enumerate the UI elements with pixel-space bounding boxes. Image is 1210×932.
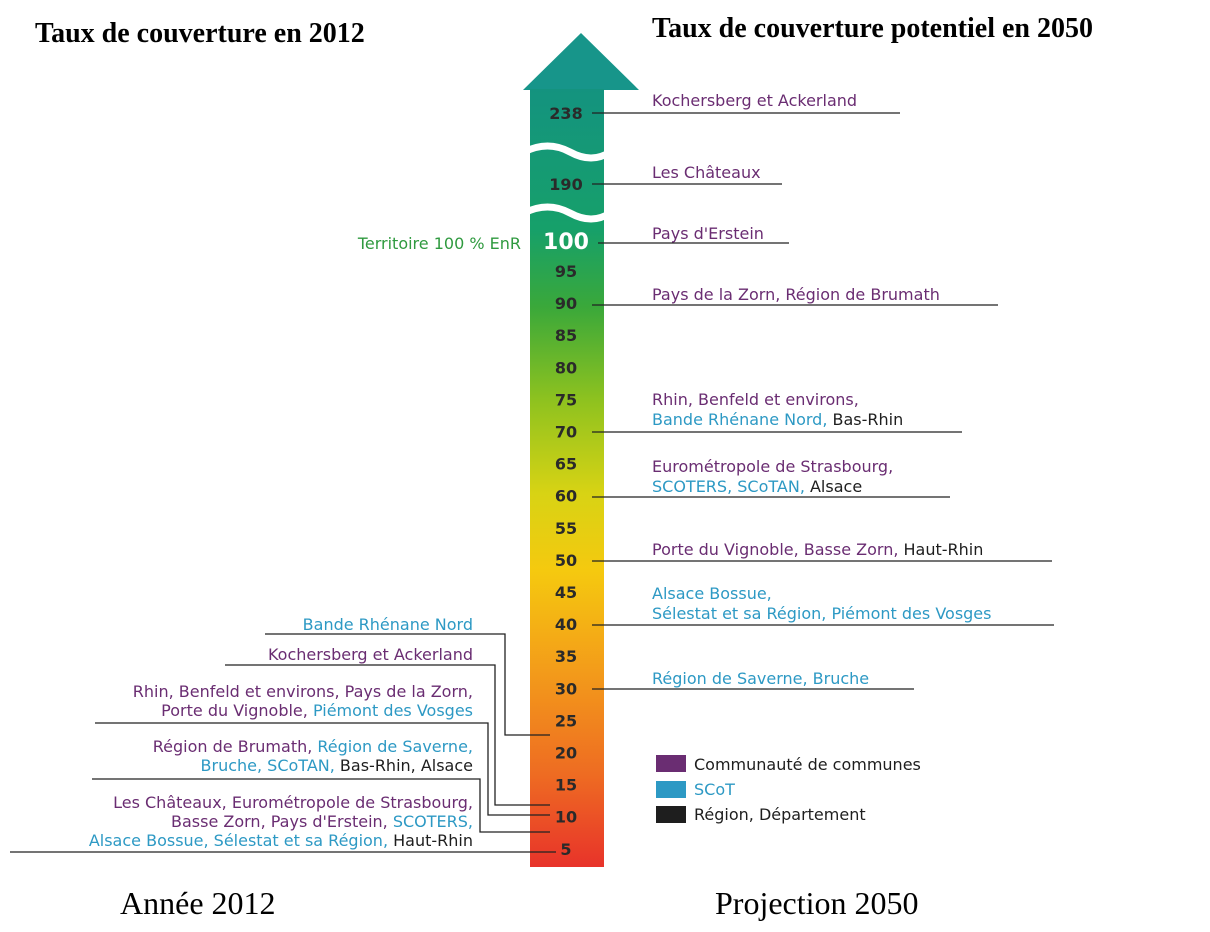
label-run: Haut-Rhin [393, 831, 473, 850]
label-run: SCOTERS, [393, 812, 473, 831]
label-run: Bande Rhénane Nord [303, 615, 473, 634]
legend-swatch-scot [656, 781, 686, 798]
label-run: Kochersberg et Ackerland [268, 645, 473, 664]
footer-left: Année 2012 [120, 885, 276, 921]
leader-left-12 [225, 664, 550, 806]
left-label-12: Kochersberg et Ackerland [268, 645, 473, 664]
label-run: Piémont des Vosges [313, 701, 473, 720]
label-run: Bas-Rhin, Alsace [340, 756, 473, 775]
tick-85: 85 [555, 326, 577, 345]
tick-20: 20 [555, 744, 577, 763]
leader-left-10 [95, 722, 550, 816]
leader-left-8 [92, 778, 550, 833]
legend-swatch-commune [656, 755, 686, 772]
scale-break-top [522, 142, 612, 162]
tick-40: 40 [555, 615, 577, 634]
label-run: Rhin, Benfeld et environs, Pays de la Zo… [133, 682, 473, 701]
marker-label-100: Territoire 100 % EnR [357, 234, 521, 253]
legend-swatch-region [656, 806, 686, 823]
left-label-5-line1: Les Châteaux, Eurométropole de Strasbour… [113, 793, 473, 812]
left-label-5-line2: Basse Zorn, Pays d'Erstein, SCOTERS, [171, 812, 473, 831]
label-run: Basse Zorn, Pays d'Erstein, [171, 812, 393, 831]
arrow-head [523, 33, 639, 90]
label-run: Bas-Rhin [833, 410, 904, 429]
tick-80: 80 [555, 358, 577, 377]
label-run: Pays d'Erstein [652, 224, 764, 243]
tick-90: 90 [555, 294, 577, 313]
right-label-40-line1: Alsace Bossue, [652, 584, 772, 603]
label-run: Alsace Bossue, Sélestat et sa Région, [89, 831, 393, 850]
label-run: Pays de la Zorn, Région de Brumath [652, 285, 940, 304]
label-run: Région de Saverne, [317, 737, 473, 756]
tick-70: 70 [555, 423, 577, 442]
right-title: Taux de couverture potentiel en 2050 [652, 13, 1093, 44]
label-run: Région de Saverne, Bruche [652, 669, 869, 688]
tick-75: 75 [555, 390, 577, 409]
leader-left-22 [265, 633, 550, 736]
tick-65: 65 [555, 455, 577, 474]
footer-right: Projection 2050 [715, 885, 919, 921]
label-run: Rhin, Benfeld et environs, [652, 390, 859, 409]
tick-5: 5 [560, 840, 571, 859]
label-run: Région de Brumath, [153, 737, 318, 756]
tick-238: 238 [549, 104, 582, 123]
tick-100: 100 [543, 230, 589, 255]
label-run: Sélestat et sa Région, Piémont des Vosge… [652, 604, 991, 623]
label-run: Porte du Vignoble, Basse Zorn, [652, 540, 904, 559]
label-run: Eurométropole de Strasbourg, [652, 457, 893, 476]
tick-50: 50 [555, 551, 577, 570]
right-label-60-line2: SCOTERS, SCoTAN, Alsace [652, 477, 862, 496]
label-run: Les Châteaux [652, 163, 761, 182]
label-run: Haut-Rhin [904, 540, 984, 559]
right-label-60-line1: Eurométropole de Strasbourg, [652, 457, 893, 476]
tick-30: 30 [555, 679, 577, 698]
label-run: Bande Rhénane Nord, [652, 410, 833, 429]
tick-95: 95 [555, 262, 577, 281]
tick-25: 25 [555, 711, 577, 730]
left-label-10-line2: Porte du Vignoble, Piémont des Vosges [161, 701, 473, 720]
left-label-22: Bande Rhénane Nord [303, 615, 473, 634]
left-label-8-line1: Région de Brumath, Région de Saverne, [153, 737, 473, 756]
right-label-30: Région de Saverne, Bruche [652, 669, 869, 688]
right-label-100: Pays d'Erstein [652, 224, 764, 243]
tick-45: 45 [555, 583, 577, 602]
scale-break-bottom [522, 203, 612, 223]
legend-label-region: Région, Département [694, 805, 866, 824]
label-run: Porte du Vignoble, [161, 701, 313, 720]
tick-35: 35 [555, 647, 577, 666]
tick-190: 190 [549, 175, 582, 194]
right-label-40-line2: Sélestat et sa Région, Piémont des Vosge… [652, 604, 991, 623]
label-run: Alsace [810, 477, 862, 496]
tick-60: 60 [555, 487, 577, 506]
label-run: Kochersberg et Ackerland [652, 91, 857, 110]
tick-15: 15 [555, 776, 577, 795]
left-title: Taux de couverture en 2012 [35, 18, 365, 49]
right-label-70-line1: Rhin, Benfeld et environs, [652, 390, 859, 409]
right-label-50: Porte du Vignoble, Basse Zorn, Haut-Rhin [652, 540, 983, 559]
right-label-90: Pays de la Zorn, Région de Brumath [652, 285, 940, 304]
left-label-10-line1: Rhin, Benfeld et environs, Pays de la Zo… [133, 682, 473, 701]
label-run: Alsace Bossue, [652, 584, 772, 603]
legend-label-scot: SCoT [694, 780, 735, 799]
left-label-5-line3: Alsace Bossue, Sélestat et sa Région, Ha… [89, 831, 473, 850]
tick-10: 10 [555, 808, 577, 827]
legend: Communauté de communes SCoT Région, Dépa… [656, 755, 921, 824]
right-label-190: Les Châteaux [652, 163, 761, 182]
right-label-238: Kochersberg et Ackerland [652, 91, 857, 110]
label-run: Les Châteaux, Eurométropole de Strasbour… [113, 793, 473, 812]
label-run: Bruche, SCoTAN, [201, 756, 340, 775]
legend-label-commune: Communauté de communes [694, 755, 921, 774]
label-run: SCOTERS, SCoTAN, [652, 477, 810, 496]
tick-labels: 95 90 85 80 75 70 65 60 55 50 45 40 35 30 25 20 15 10 5 [555, 262, 577, 859]
right-label-70-line2: Bande Rhénane Nord, Bas-Rhin [652, 410, 903, 429]
tick-55: 55 [555, 519, 577, 538]
left-label-8-line2: Bruche, SCoTAN, Bas-Rhin, Alsace [201, 756, 473, 775]
